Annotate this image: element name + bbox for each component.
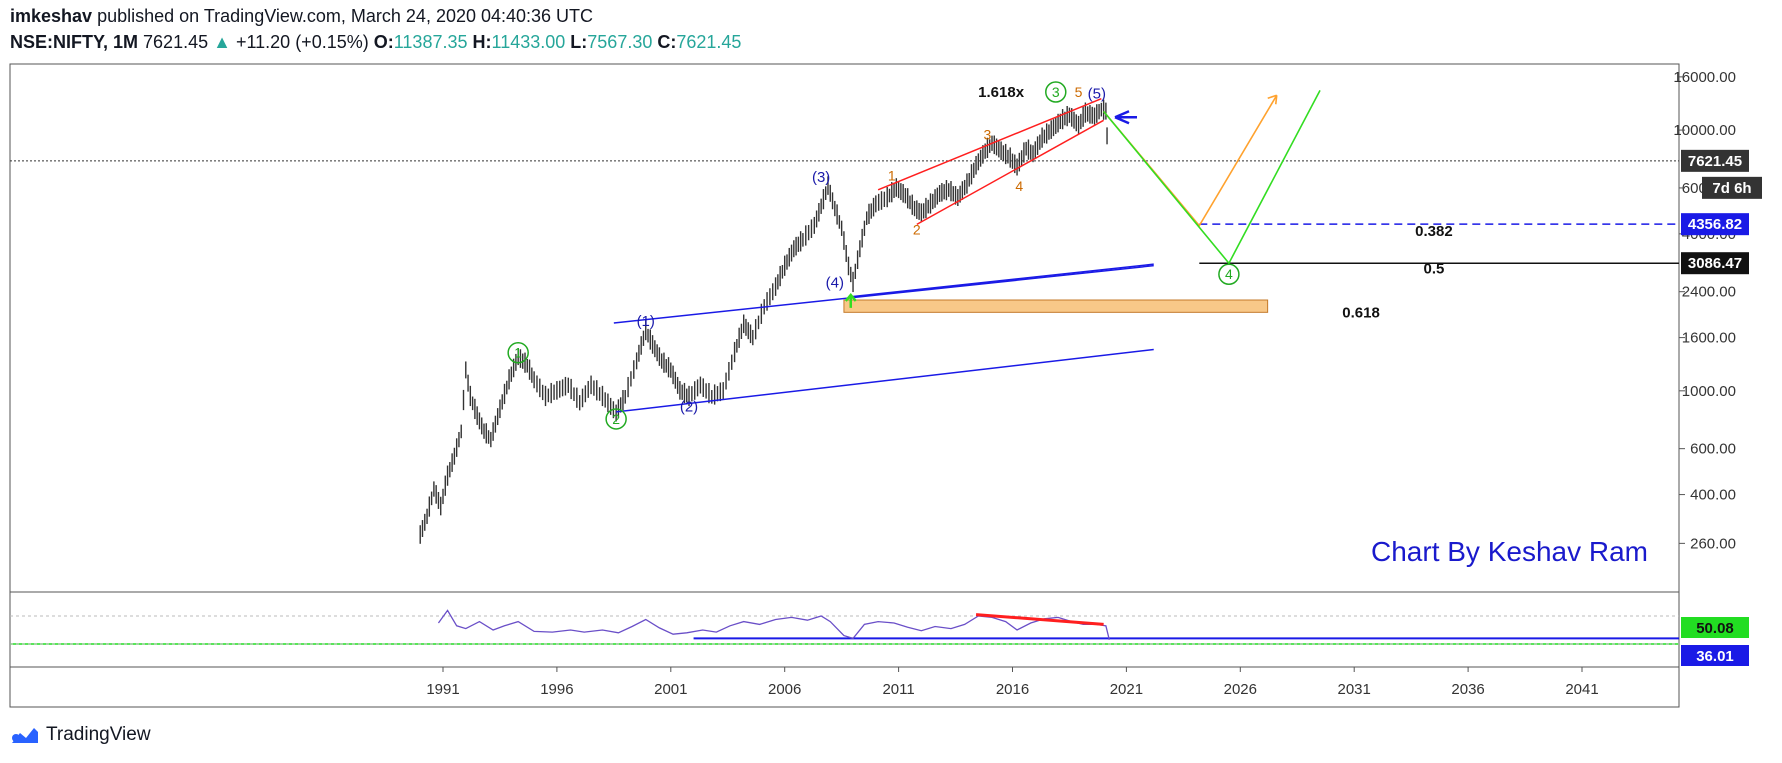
symbol-label[interactable]: NSE:NIFTY, 1M [10, 32, 139, 52]
change-arrow-icon: ▲ [213, 32, 231, 52]
author-name[interactable]: imkeshav [10, 6, 93, 26]
fib-label: 1.618x [978, 84, 1025, 101]
price-tick-label: 400.00 [1690, 487, 1736, 504]
brand-text: TradingView [46, 724, 151, 745]
time-tick-label: 2006 [768, 681, 801, 698]
time-tick-label: 2026 [1224, 681, 1257, 698]
rsi-divergence-line [975, 613, 1104, 626]
low-label: L: [570, 32, 588, 52]
high-label: H: [472, 32, 492, 52]
fib-label: 0.618 [1342, 304, 1380, 321]
fib-label: 0.5 [1424, 260, 1445, 277]
wave-green-label: 4 [1225, 266, 1233, 282]
wave-green-circle [507, 341, 529, 364]
wave-green-label: 1 [514, 345, 522, 361]
price-tick-label: 600.00 [1690, 441, 1736, 458]
time-tick-label: 2016 [996, 681, 1029, 698]
time-tick-label: 2036 [1451, 681, 1484, 698]
price-tag-bg [1681, 252, 1749, 275]
blue-arrow-icon [1114, 110, 1138, 125]
wave-orange-label: 1 [888, 167, 896, 183]
wave-green-label: 2 [612, 411, 620, 427]
rsi-tag-bg [1681, 617, 1749, 638]
price-tag-label: 7621.45 [1688, 153, 1742, 170]
price-tag-label: 3086.47 [1688, 255, 1742, 272]
rsi-line [437, 609, 1110, 640]
close-label: C: [657, 32, 677, 52]
support-trendline [852, 263, 1154, 298]
tradingview-brand[interactable]: TradingView [10, 724, 151, 746]
projection-arrowhead [1267, 94, 1278, 105]
rsi-tag-label: 36.01 [1696, 648, 1734, 665]
time-tick-label: 1996 [540, 681, 573, 698]
price-tag-label: 7d 6h [1712, 180, 1751, 197]
wave-blue-label: (5) [1088, 86, 1106, 103]
support-zone-box [843, 299, 1269, 313]
rsi-tag-bg [1681, 645, 1749, 666]
time-tick-label: 2001 [654, 681, 687, 698]
wave-green-label: 3 [1052, 84, 1060, 100]
price-tick-label: 1600.00 [1682, 330, 1736, 347]
time-tick-label: 2021 [1110, 681, 1143, 698]
fib-label: 0.382 [1415, 223, 1453, 240]
wave-orange-label: 4 [1015, 178, 1023, 194]
low-value: 7567.30 [587, 32, 653, 52]
time-tick-label: 2031 [1338, 681, 1371, 698]
published-text: published on TradingView.com, March 24, … [97, 6, 594, 26]
wave-green-circle [605, 408, 627, 430]
wave-blue-label: (3) [812, 169, 830, 186]
last-price: 7621.45 [143, 32, 209, 52]
green-up-arrow-icon [844, 292, 857, 308]
open-value: 11387.35 [393, 32, 468, 52]
publish-line: imkeshav published on TradingView.com, M… [10, 6, 593, 27]
price-tag-label: 4356.82 [1688, 216, 1742, 233]
time-tick-label: 1991 [426, 681, 459, 698]
price-tag-bg [1702, 176, 1762, 199]
close-value: 7621.45 [676, 32, 742, 52]
symbol-legend: NSE:NIFTY, 1M 7621.45 ▲ +11.20 (+0.15%) … [10, 32, 741, 53]
price-tag-bg [1681, 213, 1749, 236]
wave-blue-label: (2) [680, 399, 698, 416]
wave-blue-label: (1) [637, 313, 655, 330]
wave-blue-label: (4) [826, 275, 844, 292]
projection-green-path [1103, 90, 1321, 265]
wave-green-circle [1218, 263, 1240, 285]
wave-orange-label: 3 [984, 127, 992, 143]
open-label: O: [373, 32, 394, 52]
wave-orange-label: 5 [1075, 84, 1083, 100]
price-tick-label: 16000.00 [1673, 69, 1736, 86]
price-change: +11.20 (+0.15%) [235, 32, 369, 52]
time-tick-label: 2041 [1565, 681, 1598, 698]
time-tick-label: 2011 [882, 681, 914, 698]
wave-orange-label: 2 [913, 222, 921, 238]
price-tag-bg [1681, 149, 1749, 172]
wave-green-circle [1045, 81, 1067, 103]
tradingview-logo-icon [12, 728, 38, 743]
price-tick-label: 10000.00 [1673, 122, 1736, 139]
price-tick-label: 1000.00 [1682, 383, 1736, 400]
wedge-lower-line [916, 119, 1104, 226]
wedge-upper-line [877, 97, 1102, 191]
price-tick-label: 260.00 [1690, 535, 1736, 552]
rsi-tag-label: 50.08 [1696, 620, 1734, 637]
high-value: 11433.00 [491, 32, 566, 52]
upper-trendline [613, 264, 1154, 324]
lower-trendline [616, 348, 1154, 413]
chart-signature: Chart By Keshav Ram [1371, 536, 1648, 567]
price-tick-label: 2400.00 [1682, 284, 1736, 301]
